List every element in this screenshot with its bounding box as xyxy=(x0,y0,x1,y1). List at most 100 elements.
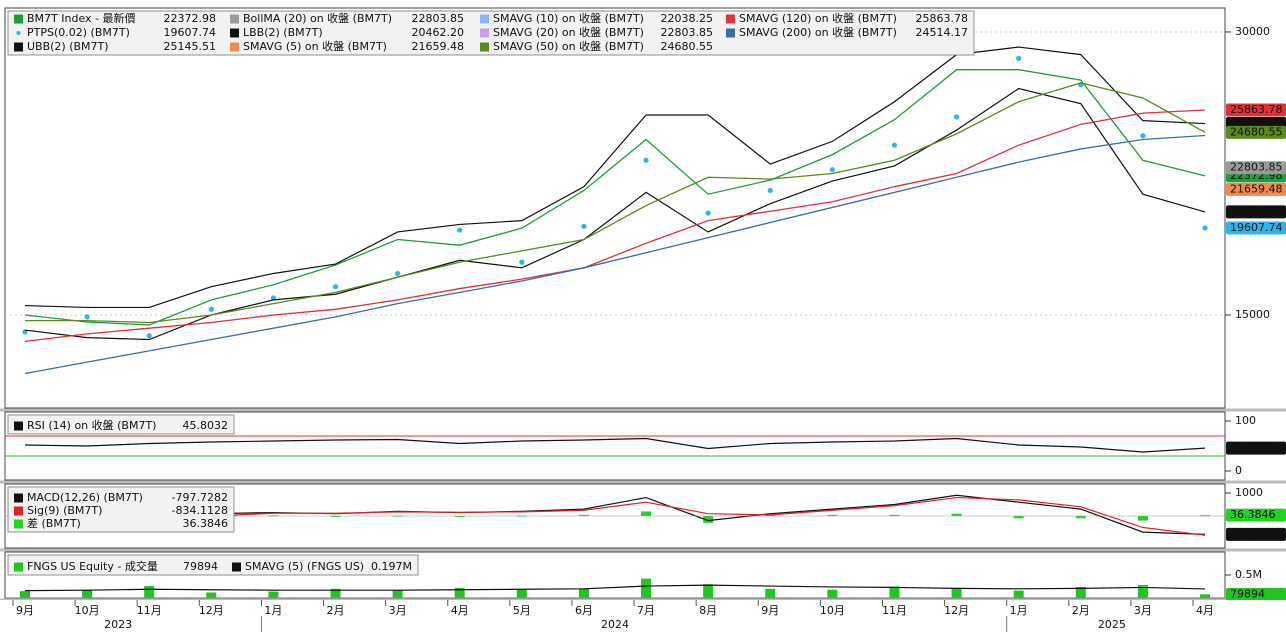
value-badge-label: 36.3846 xyxy=(1230,508,1276,521)
y-tick-label: 0 xyxy=(1235,464,1242,477)
value-badge-label: 21659.48 xyxy=(1230,182,1283,195)
x-tick-label: 5月 xyxy=(513,604,531,617)
bar xyxy=(20,591,30,598)
sar-dot xyxy=(208,306,214,312)
legend-label: SMAVG (5) (FNGS US) xyxy=(245,560,364,573)
bar xyxy=(641,511,652,516)
x-tick-label: 1月 xyxy=(264,604,282,617)
sar-dot xyxy=(457,227,463,233)
sar-dot xyxy=(395,270,401,277)
value-badge xyxy=(1226,103,1286,117)
legend-swatch xyxy=(230,42,239,52)
bar xyxy=(951,513,962,516)
value-badge xyxy=(1226,182,1286,196)
bar xyxy=(144,586,155,598)
legend-box xyxy=(7,414,235,435)
value-badge xyxy=(1226,161,1286,175)
legend-swatch xyxy=(14,562,23,572)
year-label: 2025 xyxy=(1098,618,1126,631)
legend-value: 21659.48 xyxy=(412,40,465,53)
legend-label: BollMA (20) on 收盤 (BM7T) xyxy=(243,11,392,25)
legend-label: LBB(2) (BM7T) xyxy=(243,26,323,39)
legend-value: 45.8032 xyxy=(183,419,229,432)
bar xyxy=(330,516,341,517)
value-badge-label: 45.8032 xyxy=(1230,441,1276,454)
bar xyxy=(1075,586,1086,598)
bar xyxy=(454,516,465,517)
value-badge-label: 22803.85 xyxy=(1230,161,1283,174)
legend-value: 19607.74 xyxy=(164,26,217,39)
legend-label: Sig(9) (BM7T) xyxy=(27,504,102,517)
x-tick-label: 10月 xyxy=(820,604,845,617)
legend-value: 36.3846 xyxy=(183,517,229,530)
bar xyxy=(268,591,279,598)
sar-dot xyxy=(332,284,339,290)
legend-value: 25863.78 xyxy=(916,12,969,25)
legend-value: 22372.98 xyxy=(164,12,217,25)
series-line xyxy=(25,82,1206,324)
sar-dot xyxy=(829,167,835,173)
x-tick-label: 1月 xyxy=(1010,604,1028,617)
sar-dot xyxy=(1140,133,1146,139)
x-axis-band xyxy=(0,600,1286,632)
bar xyxy=(951,587,962,598)
bar xyxy=(889,514,900,516)
legend-label: SMAVG (20) on 收盤 (BM7T) xyxy=(493,25,644,39)
bar xyxy=(1137,585,1148,598)
legend-swatch xyxy=(726,14,735,24)
value-badge xyxy=(1226,587,1286,601)
bar xyxy=(392,590,403,598)
sar-dot xyxy=(519,259,525,265)
sar-dot xyxy=(953,114,960,120)
sar-dot xyxy=(146,333,152,339)
x-tick-label: 8月 xyxy=(699,604,717,617)
legend-swatch xyxy=(480,28,489,38)
legend-label: MACD(12,26) (BM7T) xyxy=(27,491,143,504)
legend-swatch xyxy=(480,42,489,52)
bar xyxy=(578,514,589,516)
series-line xyxy=(24,134,1206,375)
legend-box xyxy=(7,486,235,533)
x-tick-label: 9月 xyxy=(16,604,34,617)
y-tick-label: 30000 xyxy=(1235,25,1270,38)
bar xyxy=(206,592,217,598)
series-line xyxy=(24,46,1206,309)
legend-swatch xyxy=(232,562,241,572)
legend-swatch xyxy=(480,14,489,24)
value-badge xyxy=(1226,527,1286,541)
bar xyxy=(1013,516,1024,519)
legend-label: SMAVG (200) on 收盤 (BM7T) xyxy=(739,25,897,39)
legend-label: 差 (BM7T) xyxy=(27,516,81,530)
legend-value: -834.1128 xyxy=(172,504,228,517)
x-tick-label: 2月 xyxy=(1072,604,1090,617)
series-line xyxy=(24,584,1206,592)
sar-dot xyxy=(84,314,90,320)
series-line xyxy=(24,69,1206,326)
x-tick-label: 12月 xyxy=(199,604,224,617)
bar xyxy=(827,589,838,598)
legend-swatch xyxy=(14,493,23,503)
value-badge-label: 79894 xyxy=(1230,587,1265,600)
legend-swatch xyxy=(14,506,23,516)
x-tick-label: 12月 xyxy=(944,604,969,617)
value-badge xyxy=(1226,221,1286,235)
legend-label: SMAVG (10) on 收盤 (BM7T) xyxy=(493,11,644,25)
x-tick-label: 10月 xyxy=(75,604,100,617)
series-line xyxy=(24,437,1206,453)
value-badge xyxy=(1226,125,1286,139)
legend-value: 22803.85 xyxy=(412,12,465,25)
legend-label: FNGS US Equity - 成交量 xyxy=(27,559,158,573)
bar xyxy=(1013,590,1024,598)
x-tick-label: 6月 xyxy=(575,604,593,617)
x-tick-label: 11月 xyxy=(137,604,162,617)
value-badge xyxy=(1226,508,1286,522)
legend-value: 22803.85 xyxy=(661,26,714,39)
bar xyxy=(1075,516,1086,519)
x-tick-label: 4月 xyxy=(451,604,469,617)
x-tick-label: 3月 xyxy=(389,604,407,617)
bar xyxy=(330,588,341,598)
year-label: 2023 xyxy=(104,618,132,631)
bar xyxy=(1200,594,1210,598)
y-tick-label: 15000 xyxy=(1235,308,1270,321)
x-tick-label: 4月 xyxy=(1196,604,1214,617)
